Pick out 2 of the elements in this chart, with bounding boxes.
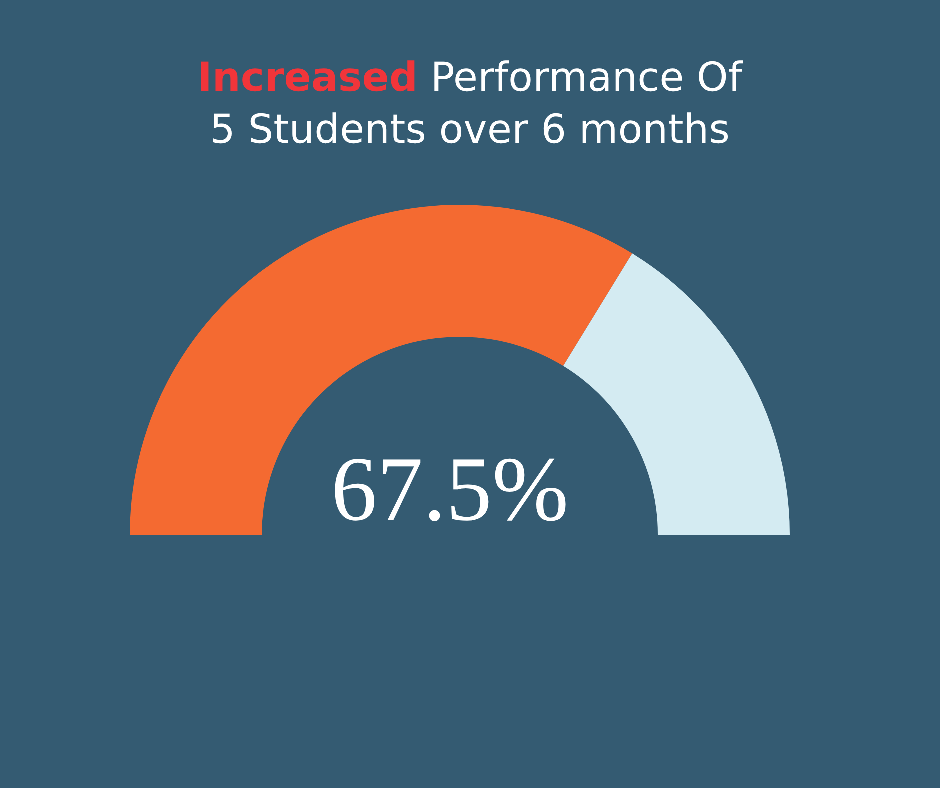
chart-title: Increased Performance Of 5 Students over 6 months bbox=[196, 54, 744, 155]
data-label: 67.5% bbox=[331, 438, 569, 540]
